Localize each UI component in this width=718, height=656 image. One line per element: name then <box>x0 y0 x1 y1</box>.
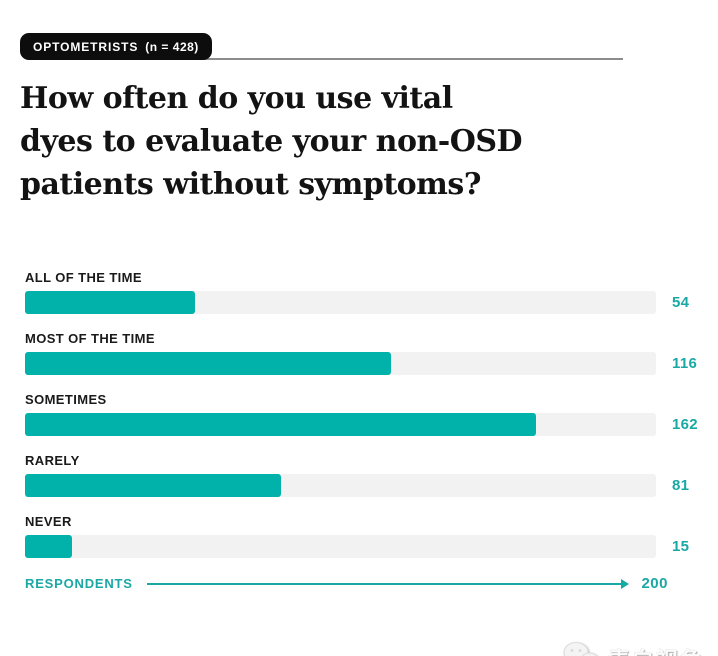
chart-row: SOMETIMES 162 <box>25 392 702 436</box>
bar-fill <box>25 535 73 558</box>
x-axis-arrow <box>146 578 630 589</box>
chart-row: MOST OF THE TIME 116 <box>25 331 702 375</box>
header-rule <box>190 58 623 60</box>
header: OPTOMETRISTS (n = 428) <box>20 33 718 60</box>
bar-fill <box>25 474 281 497</box>
bar-category-label: RARELY <box>25 453 80 468</box>
watermark: 青白视角 <box>562 640 704 656</box>
bar-track <box>25 535 656 558</box>
bar-track <box>25 474 656 497</box>
bar-line: 81 <box>25 474 702 497</box>
x-axis-label: RESPONDENTS <box>25 576 133 591</box>
bar-chart: ALL OF THE TIME 54 MOST OF THE TIME 116 SOME… <box>25 270 702 558</box>
bar-track <box>25 352 656 375</box>
bar-value: 116 <box>672 355 698 372</box>
x-axis-max-value: 200 <box>641 575 668 592</box>
bar-value: 162 <box>672 416 698 433</box>
bar-line: 15 <box>25 535 702 558</box>
bar-line: 116 <box>25 352 702 375</box>
bar-fill <box>25 352 391 375</box>
chart-row: RARELY 81 <box>25 453 702 497</box>
badge-label: OPTOMETRISTS <box>33 39 139 54</box>
bar-track <box>25 291 656 314</box>
bar-category-label: NEVER <box>25 514 72 529</box>
chart-row: NEVER 15 <box>25 514 702 558</box>
bar-category-label: ALL OF THE TIME <box>25 270 142 285</box>
wechat-icon <box>562 640 600 656</box>
bar-value: 54 <box>672 294 690 311</box>
bar-value: 15 <box>672 538 690 555</box>
bar-category-label: SOMETIMES <box>25 392 107 407</box>
x-axis: RESPONDENTS 200 <box>25 575 668 592</box>
respondent-group-badge: OPTOMETRISTS (n = 428) <box>20 33 212 60</box>
bar-track <box>25 413 656 436</box>
bar-fill <box>25 291 196 314</box>
bar-value: 81 <box>672 477 690 494</box>
watermark-text: 青白视角 <box>608 643 704 656</box>
chart-title: How often do you use vital dyes to evalu… <box>20 81 523 202</box>
chart-row: ALL OF THE TIME 54 <box>25 270 702 314</box>
bar-line: 162 <box>25 413 702 436</box>
infographic-page: OPTOMETRISTS (n = 428) How often do you … <box>0 33 718 656</box>
bar-line: 54 <box>25 291 702 314</box>
bar-category-label: MOST OF THE TIME <box>25 331 155 346</box>
badge-sample-size: (n = 428) <box>145 39 199 54</box>
bar-fill <box>25 413 537 436</box>
